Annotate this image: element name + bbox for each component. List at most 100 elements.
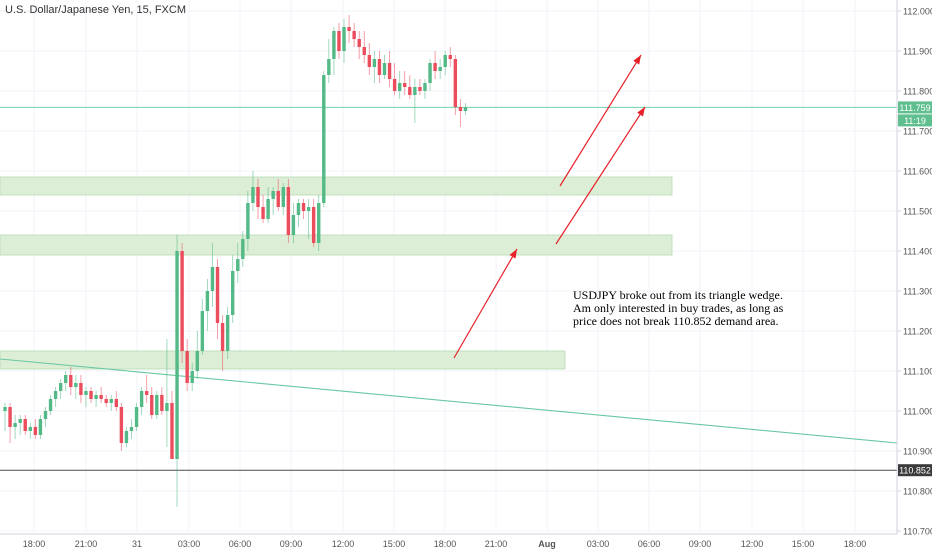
annotation-line: price does not break 110.852 demand area… xyxy=(573,315,773,328)
candle-body xyxy=(358,39,361,47)
price-tick-label: 111.000 xyxy=(903,407,932,417)
candle xyxy=(358,31,361,59)
candle xyxy=(105,395,108,407)
candle-body xyxy=(201,311,204,351)
candle xyxy=(8,403,11,443)
candle xyxy=(408,75,411,99)
candle xyxy=(13,415,16,439)
candle-body xyxy=(423,83,426,91)
price-tick-label: 110.900 xyxy=(903,447,932,457)
candle xyxy=(337,23,340,59)
price-tick-label: 111.600 xyxy=(903,167,932,177)
candle xyxy=(373,51,376,83)
candle-body xyxy=(64,375,67,383)
candle-body xyxy=(337,31,340,51)
price-tick-label: 111.300 xyxy=(903,287,932,297)
candle-body xyxy=(383,63,386,75)
candle-body xyxy=(8,407,11,427)
candle-body xyxy=(125,431,128,443)
candle xyxy=(44,407,47,427)
time-tick-label: 18:00 xyxy=(23,539,46,549)
candle-body xyxy=(352,31,355,39)
price-tick-label: 110.700 xyxy=(903,527,932,537)
arrow xyxy=(560,55,641,186)
candle xyxy=(302,199,305,219)
demand-zone xyxy=(0,351,565,369)
candle xyxy=(110,395,113,411)
candle-body xyxy=(332,31,335,59)
candle-body xyxy=(120,407,123,443)
candle-body xyxy=(160,395,163,411)
candle-body xyxy=(363,47,366,55)
candle-body xyxy=(378,59,381,75)
candle-body xyxy=(408,87,411,95)
candle-body xyxy=(317,203,320,243)
arrow xyxy=(454,249,517,358)
candle-body xyxy=(261,207,264,219)
price-tick-label: 111.200 xyxy=(903,327,932,337)
candle xyxy=(150,387,153,419)
candle-body xyxy=(231,271,234,315)
candle-body xyxy=(428,63,431,83)
candle xyxy=(322,71,325,207)
candle-body xyxy=(393,79,396,91)
candle xyxy=(312,199,315,247)
candle-body xyxy=(130,427,133,431)
demand-zone xyxy=(0,177,672,195)
candle-body xyxy=(226,315,229,351)
candle-body xyxy=(3,407,6,411)
trendline xyxy=(0,359,897,443)
candle xyxy=(155,391,158,419)
price-tick-label: 111.400 xyxy=(903,247,932,257)
candle-body xyxy=(266,199,269,219)
candle-body xyxy=(79,383,82,395)
candle-body xyxy=(388,63,391,79)
candle xyxy=(449,47,452,67)
candle xyxy=(74,375,77,399)
candle-body xyxy=(24,419,27,431)
candle-body xyxy=(180,251,183,351)
time-tick-label: 18:00 xyxy=(844,539,867,549)
candle xyxy=(287,179,290,243)
candle xyxy=(383,55,386,79)
price-axis: 112.000111.900111.800111.700111.600111.5… xyxy=(897,0,932,537)
arrow-shaft xyxy=(556,107,645,244)
candle xyxy=(206,279,209,331)
candle-body xyxy=(246,203,249,239)
candle-body xyxy=(449,55,452,59)
candle-body xyxy=(165,403,168,411)
candle xyxy=(297,199,300,227)
candle xyxy=(393,63,396,95)
price-tick-label: 111.100 xyxy=(903,367,932,377)
candle-body xyxy=(170,403,173,459)
candle xyxy=(459,99,462,127)
candle-body xyxy=(347,27,350,31)
candle-body xyxy=(312,207,315,243)
candle-body xyxy=(302,203,305,211)
chart-title: U.S. Dollar/Japanese Yen, 15, FXCM xyxy=(5,4,186,16)
candle xyxy=(84,387,87,407)
time-tick-label: 31 xyxy=(132,539,142,549)
candle-body xyxy=(459,107,462,111)
candle xyxy=(79,375,82,403)
time-tick-label: 09:00 xyxy=(280,539,303,549)
time-tick-label: 21:00 xyxy=(485,539,508,549)
arrow-shaft xyxy=(454,249,517,358)
candle-body xyxy=(464,107,467,111)
candle-body xyxy=(454,59,457,107)
annotation-text: USDJPY broke out from its triangle wedge… xyxy=(573,289,773,328)
last-price-label-text: 111.759 xyxy=(899,103,930,113)
candle xyxy=(464,103,467,115)
candle-body xyxy=(327,59,330,75)
candle-body xyxy=(211,267,214,291)
candle xyxy=(170,391,173,459)
candle xyxy=(130,419,133,439)
candle-body xyxy=(216,267,219,323)
candle xyxy=(347,15,350,43)
candle xyxy=(29,423,32,439)
candle-body xyxy=(292,215,295,235)
arrow-head xyxy=(637,107,645,116)
price-tick-label: 111.900 xyxy=(903,47,932,57)
candle-body xyxy=(155,395,158,415)
